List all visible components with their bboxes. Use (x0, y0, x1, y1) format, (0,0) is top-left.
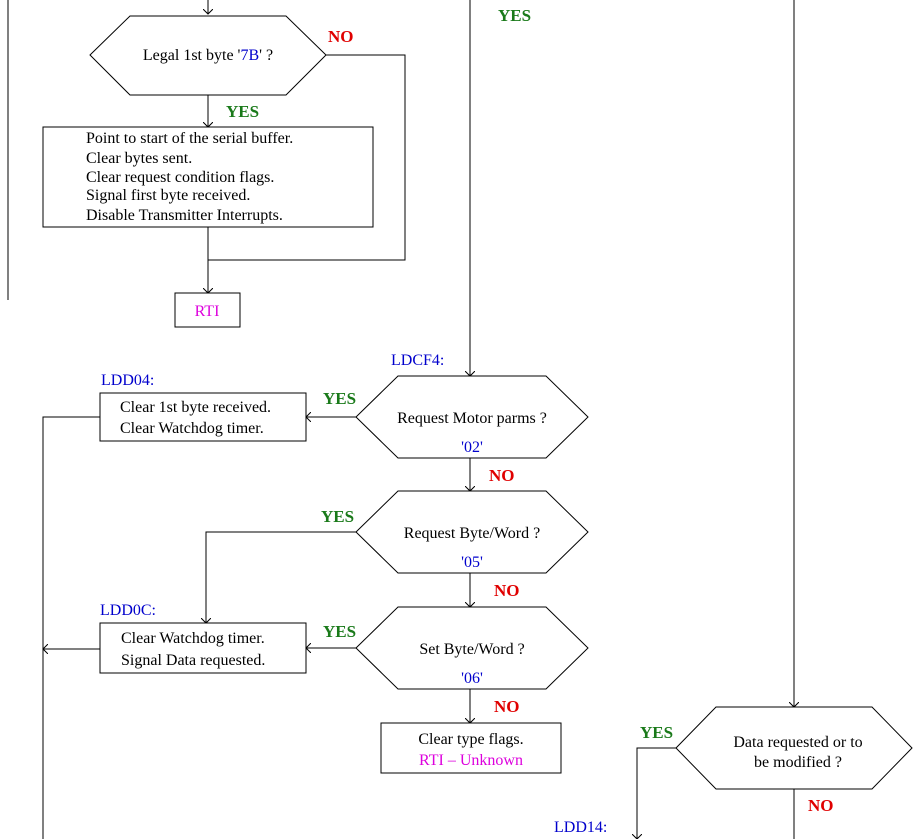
process-line: Clear bytes sent. (86, 150, 192, 167)
process-line: Clear Watchdog timer. (120, 420, 264, 437)
decision-request-motor-parms: Request Motor parms ? '02' (355, 375, 589, 459)
yes-label: YES (640, 723, 673, 742)
label-ldcf4: LDCF4: (391, 352, 444, 369)
decision-set-byte-word: Set Byte/Word ? '06' (355, 606, 589, 690)
process-line: Disable Transmitter Interrupts. (86, 207, 283, 224)
yes-label: YES (226, 102, 259, 121)
process-line: Point to start of the serial buffer. (86, 130, 293, 147)
process-line: Clear request condition flags. (86, 169, 274, 186)
no-label: NO (494, 581, 520, 600)
label-ldd0c: LDD0C: (100, 602, 156, 619)
decision-data-line1: Data requested or to (733, 734, 862, 751)
decision-byte-word-text: Request Byte/Word ? (404, 525, 540, 542)
process-init-buffer: Point to start of the serial buffer. Cle… (42, 126, 374, 228)
yes-label: YES (323, 622, 356, 641)
flow-line (208, 54, 406, 261)
decision-data-line2: be modified ? (754, 754, 842, 771)
decision-legal-code: 7B (240, 47, 259, 64)
decision-legal-text-post: ' ? (259, 47, 273, 64)
decision-set-text: Set Byte/Word ? (419, 641, 524, 658)
process-ldd04: Clear 1st byte received. Clear Watchdog … (99, 392, 307, 442)
no-label: NO (808, 796, 834, 815)
no-label: NO (328, 27, 354, 46)
process-ldd0c: Clear Watchdog timer. Signal Data reques… (99, 622, 307, 674)
process-line: Signal Data requested. (121, 652, 265, 669)
clear-type-line2: RTI – Unknown (419, 752, 523, 769)
decision-legal-text-pre: Legal 1st byte ' (143, 47, 241, 64)
decision-set-code: '06' (461, 670, 483, 687)
process-line: Clear 1st byte received. (120, 399, 271, 416)
process-rti: RTI (174, 292, 241, 328)
decision-request-byte-word: Request Byte/Word ? '05' (355, 490, 589, 574)
svg-text:Legal 1st byte '7B' ?: Legal 1st byte '7B' ? (143, 47, 273, 64)
decision-byte-word-code: '05' (461, 554, 483, 571)
no-label: NO (494, 697, 520, 716)
label-ldd14: LDD14: (554, 819, 607, 836)
flow-arrow (637, 747, 676, 839)
clear-type-line1: Clear type flags. (418, 731, 523, 748)
decision-motor-text: Request Motor parms ? (397, 410, 547, 427)
process-line: Clear Watchdog timer. (121, 630, 265, 647)
process-clear-type-flags: Clear type flags. RTI – Unknown (380, 722, 562, 774)
yes-label: YES (498, 6, 531, 25)
process-line: Signal first byte received. (86, 187, 250, 204)
no-label: NO (489, 466, 515, 485)
yes-label: YES (321, 507, 354, 526)
decision-legal-first-byte: Legal 1st byte '7B' ? (89, 15, 327, 96)
flow-line (42, 416, 100, 839)
decision-data-requested: Data requested or to be modified ? (675, 706, 913, 790)
label-ldd04: LDD04: (101, 372, 154, 389)
yes-label: YES (323, 389, 356, 408)
flow-arrow (206, 531, 356, 623)
decision-motor-code: '02' (461, 439, 483, 456)
rti-text: RTI (195, 303, 220, 320)
